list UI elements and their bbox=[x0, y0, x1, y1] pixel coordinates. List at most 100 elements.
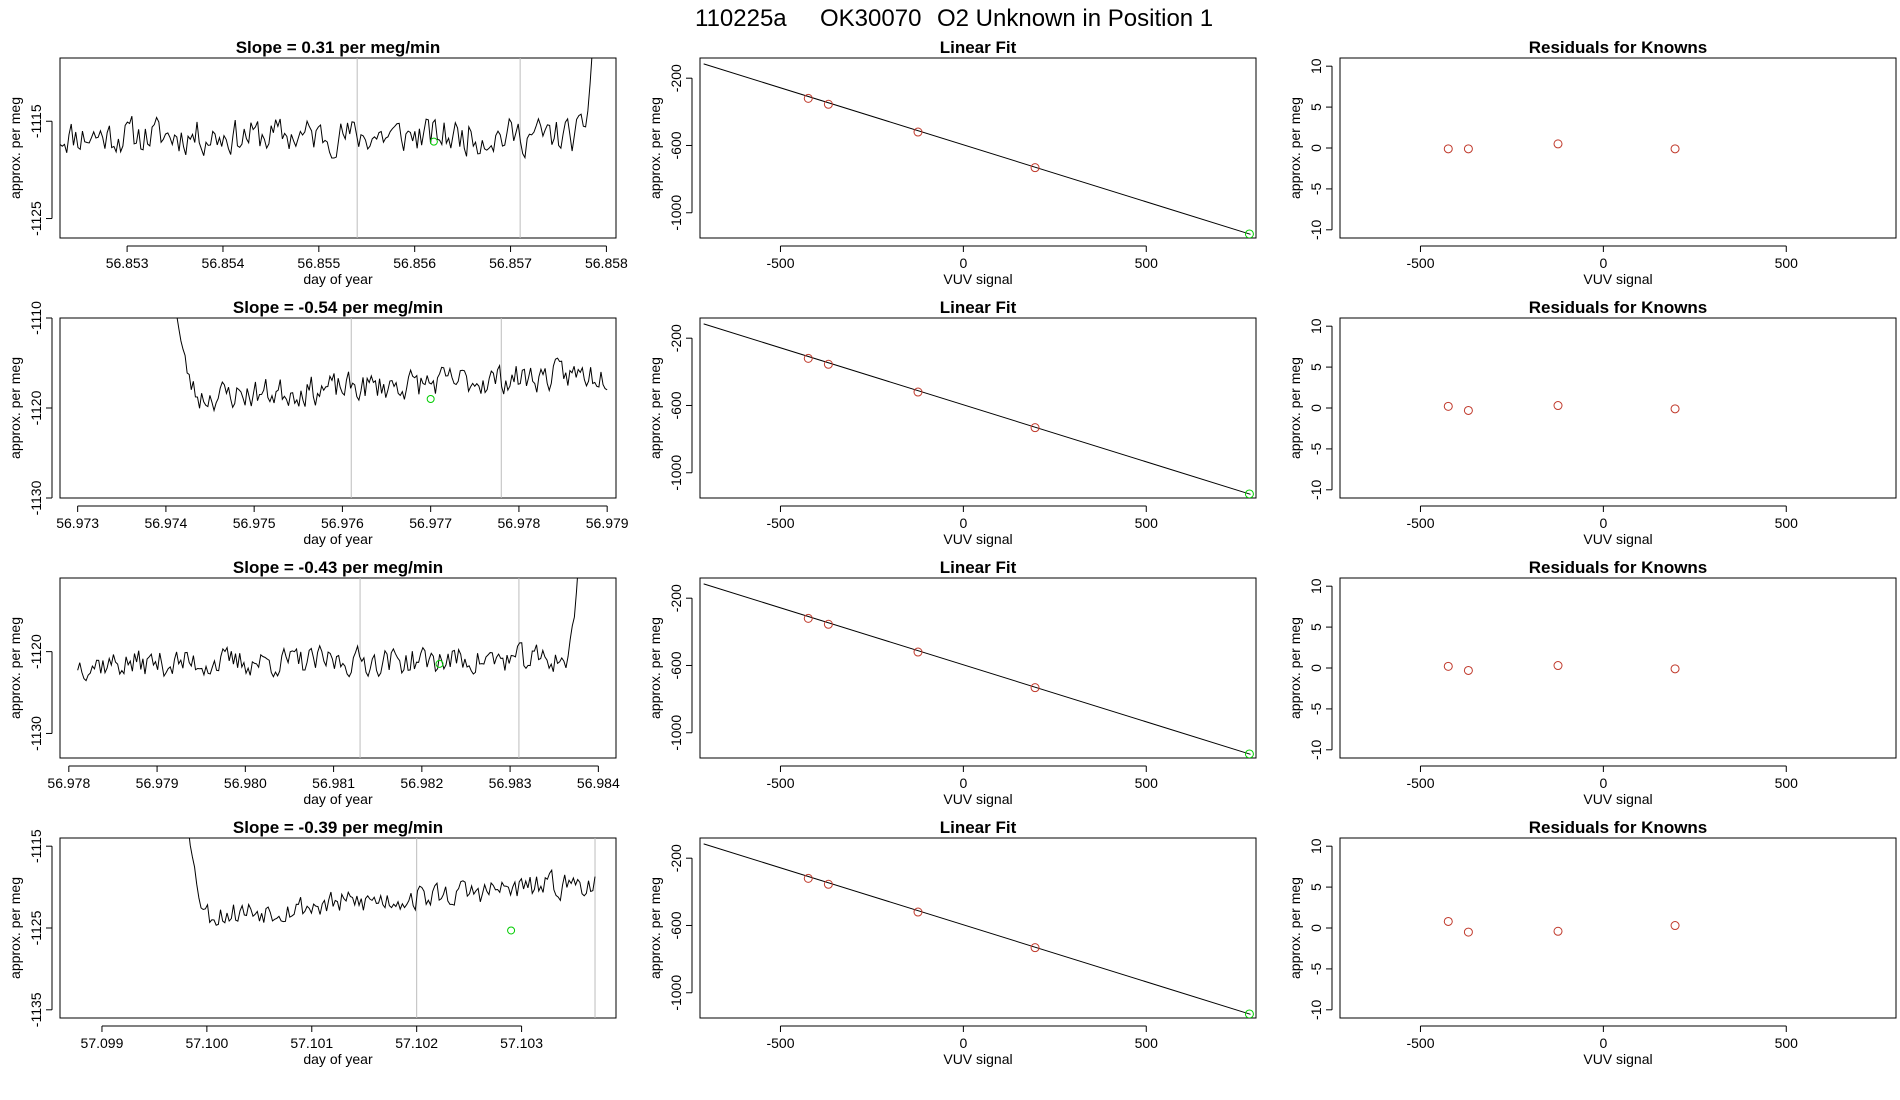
x-tick-label: -500 bbox=[766, 255, 794, 271]
x-tick-label: 57.100 bbox=[185, 1035, 228, 1051]
residual-point bbox=[1670, 404, 1680, 414]
panel-r2-c1: Linear Fit -500 0 500 -200 -600 -1000 VUV signa… bbox=[647, 558, 1257, 807]
y-tick-label: -1120 bbox=[28, 634, 44, 669]
residual-point bbox=[1463, 665, 1473, 675]
y-tick-label: -1115 bbox=[28, 829, 44, 863]
y-axis-label: approx. per meg bbox=[647, 877, 663, 979]
unknown-point bbox=[507, 926, 516, 935]
y-axis-label: approx. per meg bbox=[7, 617, 23, 719]
y-tick-label: -1120 bbox=[28, 390, 44, 425]
panel-title: Residuals for Knowns bbox=[1529, 818, 1708, 837]
y-axis-label: approx. per meg bbox=[1287, 97, 1303, 199]
y-tick-label: 10 bbox=[1308, 58, 1324, 74]
x-axis-label: VUV signal bbox=[1583, 791, 1652, 807]
plot-area bbox=[703, 323, 1254, 498]
panel-r0-c0: Slope = 0.31 per meg/min 56.853 56.854 56.8… bbox=[7, 38, 628, 287]
y-axis-label: approx. per meg bbox=[647, 617, 663, 719]
x-tick-label: 56.978 bbox=[498, 515, 541, 531]
figure-title-date: 110225a bbox=[695, 5, 787, 32]
residual-point bbox=[1553, 401, 1563, 411]
x-tick-label: 56.853 bbox=[106, 255, 149, 271]
plot-area bbox=[703, 843, 1254, 1018]
plot-frame bbox=[699, 577, 1257, 759]
panel-title: Residuals for Knowns bbox=[1529, 558, 1708, 577]
y-tick-label: -1125 bbox=[28, 201, 44, 236]
y-tick-label: 0 bbox=[1308, 404, 1324, 412]
x-tick-label: 56.978 bbox=[47, 775, 90, 791]
x-tick-label: -500 bbox=[1406, 255, 1434, 271]
plot-frame bbox=[1339, 837, 1897, 1019]
plot-area bbox=[703, 583, 1254, 758]
y-tick-label: 0 bbox=[1308, 664, 1324, 672]
known-point bbox=[913, 647, 923, 657]
panel-r0-c2: Residuals for Knowns -500 0 500 10 5 0 -5 -10 VUV… bbox=[1287, 38, 1897, 287]
y-tick-label: -1000 bbox=[668, 975, 684, 1011]
y-tick-label: 0 bbox=[1308, 144, 1324, 152]
panel-r2-c0: Slope = -0.43 per meg/min 56.978 56.979 56.… bbox=[7, 558, 620, 807]
plot-area bbox=[1443, 661, 1680, 675]
known-point bbox=[913, 387, 923, 397]
y-axis-label: approx. per meg bbox=[1287, 357, 1303, 459]
panel-r2-c2: Residuals for Knowns -500 0 500 10 5 0 -5 -10 VUV… bbox=[1287, 558, 1897, 807]
y-tick-label: -10 bbox=[1308, 999, 1324, 1019]
x-tick-label: -500 bbox=[1406, 1035, 1434, 1051]
plot-frame bbox=[1339, 577, 1897, 759]
known-point bbox=[1030, 683, 1040, 693]
y-tick-label: -600 bbox=[668, 651, 684, 679]
unknown-point bbox=[1244, 229, 1254, 238]
plot-frame bbox=[1339, 317, 1897, 499]
x-tick-label: 500 bbox=[1135, 775, 1159, 791]
panel-r3-c1: Linear Fit -500 0 500 -200 -600 -1000 VUV signa… bbox=[647, 818, 1257, 1067]
x-tick-label: 56.981 bbox=[312, 775, 355, 791]
y-tick-label: -1115 bbox=[28, 104, 44, 138]
y-axis-label: approx. per meg bbox=[1287, 617, 1303, 719]
plot-frame bbox=[59, 317, 617, 499]
panel-r3-c0: Slope = -0.39 per meg/min 57.099 57.100 57.… bbox=[7, 818, 617, 1067]
y-tick-label: -200 bbox=[668, 844, 684, 872]
measurement-series bbox=[188, 838, 596, 926]
known-point bbox=[1030, 943, 1040, 953]
y-tick-label: -200 bbox=[668, 324, 684, 352]
unknown-point bbox=[1244, 1009, 1254, 1018]
panel-title: Linear Fit bbox=[940, 558, 1017, 577]
residual-point bbox=[1463, 405, 1473, 415]
y-tick-label: 10 bbox=[1308, 318, 1324, 334]
residual-point bbox=[1553, 661, 1563, 671]
unknown-point bbox=[1244, 489, 1254, 498]
plot-area bbox=[188, 838, 596, 1018]
unknown-point bbox=[435, 659, 444, 668]
known-point bbox=[823, 879, 833, 889]
residual-point bbox=[1670, 144, 1680, 154]
plot-area bbox=[1443, 916, 1680, 937]
known-point bbox=[803, 873, 813, 883]
x-tick-label: -500 bbox=[1406, 775, 1434, 791]
y-tick-label: -600 bbox=[668, 391, 684, 419]
y-tick-label: -1000 bbox=[668, 195, 684, 231]
residual-point bbox=[1670, 664, 1680, 674]
panel-r0-c1: Linear Fit -500 0 500 -200 -600 -1000 VUV signa… bbox=[647, 38, 1257, 287]
y-tick-label: -1000 bbox=[668, 455, 684, 491]
x-tick-label: 56.975 bbox=[233, 515, 276, 531]
unknown-point bbox=[426, 395, 435, 403]
fit-line bbox=[703, 63, 1251, 235]
y-tick-label: -10 bbox=[1308, 219, 1324, 239]
x-axis-label: VUV signal bbox=[943, 271, 1012, 287]
x-axis-label: day of year bbox=[303, 791, 373, 807]
x-tick-label: 56.855 bbox=[297, 255, 340, 271]
figure-title-tank: OK30070 bbox=[820, 5, 921, 32]
known-point bbox=[913, 127, 923, 137]
y-tick-label: -5 bbox=[1308, 182, 1324, 195]
panel-title: Slope = 0.31 per meg/min bbox=[236, 38, 441, 57]
residual-point bbox=[1443, 661, 1453, 671]
measurement-series bbox=[60, 58, 593, 160]
y-tick-label: 5 bbox=[1308, 103, 1324, 111]
x-tick-label: 56.980 bbox=[224, 775, 267, 791]
known-point bbox=[823, 99, 833, 109]
x-tick-label: 56.984 bbox=[577, 775, 620, 791]
y-tick-label: -600 bbox=[668, 911, 684, 939]
y-tick-label: -5 bbox=[1308, 702, 1324, 715]
x-tick-label: 56.973 bbox=[56, 515, 99, 531]
x-tick-label: 56.976 bbox=[321, 515, 364, 531]
figure-title-desc: O2 Unknown in Position 1 bbox=[937, 5, 1213, 32]
